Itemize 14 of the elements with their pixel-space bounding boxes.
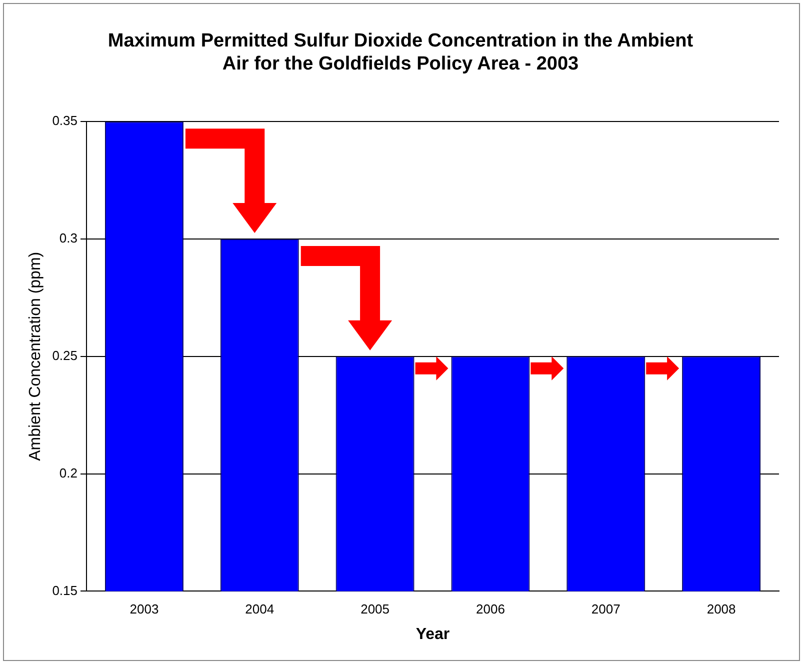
- x-tick-label: 2006: [476, 602, 505, 617]
- x-tick-label: 2005: [360, 602, 390, 617]
- y-tick-label: 0.2: [59, 465, 78, 480]
- y-tick-label: 0.35: [52, 113, 78, 128]
- x-tick-label: 2003: [130, 602, 159, 617]
- y-axis-title: Ambient Concentration (ppm): [27, 252, 44, 461]
- y-tick-label: 0.15: [52, 582, 78, 598]
- x-axis-title: Year: [416, 626, 450, 643]
- chart-title: Maximum Permitted Sulfur Dioxide Concentration in the Ambient Air for the Goldfields Policy Area - 2003: [108, 30, 694, 74]
- x-tick-label: 2008: [706, 602, 736, 617]
- y-tick-label: 0.3: [59, 230, 78, 246]
- x-tick-label: 2007: [591, 602, 620, 617]
- y-tick-label: 0.25: [52, 348, 78, 363]
- x-tick-label: 2004: [245, 602, 274, 617]
